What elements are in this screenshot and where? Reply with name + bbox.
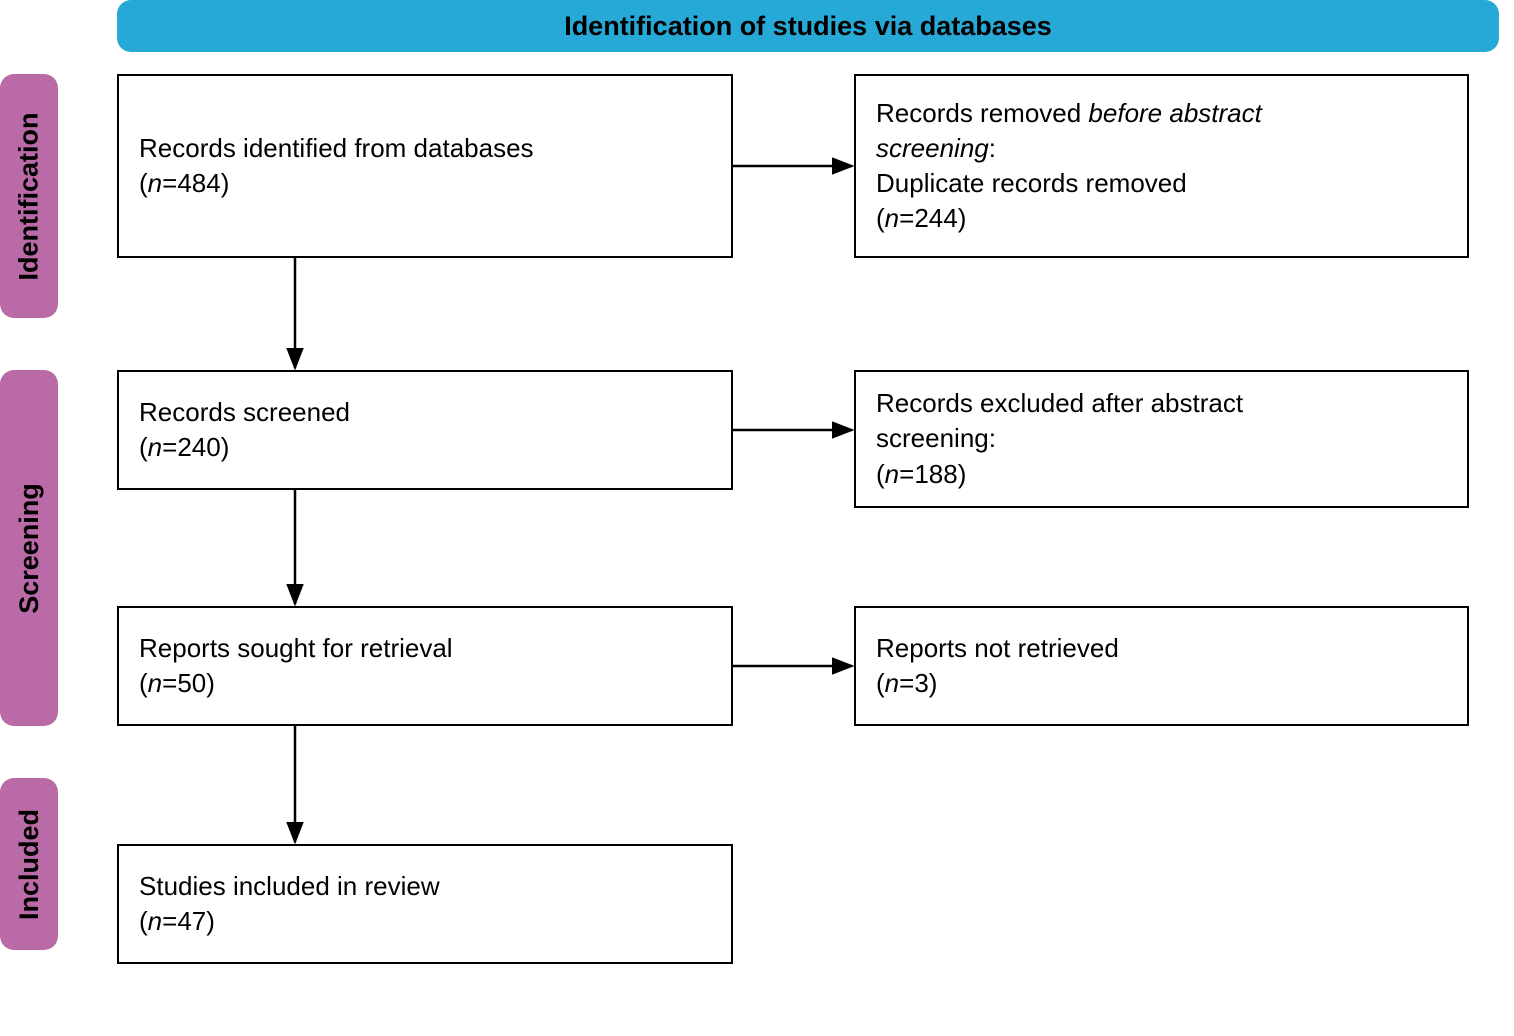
flow-box-records-identified: Records identified from databases(n=484) [117,74,733,258]
box-line: Records excluded after abstract [876,386,1447,421]
box-line: Reports sought for retrieval [139,631,711,666]
header-bar: Identification of studies via databases [117,0,1499,52]
box-text-segment: ( [876,203,885,233]
box-text-segment: n [885,459,899,489]
box-text-segment: before abstract [1088,98,1261,128]
box-line: screening: [876,421,1447,456]
flow-box-studies-included: Studies included in review(n=47) [117,844,733,964]
flow-box-reports-not-retrieved: Reports not retrieved(n=3) [854,606,1469,726]
box-text-segment: n [885,203,899,233]
box-text-segment: : [989,133,996,163]
box-line: (n=484) [139,166,711,201]
box-text-segment: n [148,906,162,936]
box-text-segment: n [148,432,162,462]
box-line: Duplicate records removed [876,166,1447,201]
box-text: Records screened [139,397,350,427]
box-line: Records screened [139,395,711,430]
box-line: Studies included in review [139,869,711,904]
flow-box-reports-sought: Reports sought for retrieval(n=50) [117,606,733,726]
phase-label-text: Included [14,808,45,919]
phase-label-text: Identification [14,112,45,280]
box-line: (n=240) [139,430,711,465]
prisma-flowchart: Identification of studies via databases I… [0,0,1514,1036]
box-text-segment: ( [139,432,148,462]
box-text-segment: =240) [162,432,229,462]
box-text: Records identified from databases [139,133,534,163]
box-text-segment: n [148,668,162,698]
box-text-segment: =3) [899,668,937,698]
box-text-segment: =244) [899,203,966,233]
box-line: (n=244) [876,201,1447,236]
box-text-segment: n [148,168,162,198]
box-text-segment: ( [139,168,148,198]
box-text: screening: [876,423,996,453]
box-text-segment: =188) [899,459,966,489]
phase-label-included: Included [0,778,58,950]
box-text-segment: Records removed [876,98,1088,128]
flow-box-records-screened: Records screened(n=240) [117,370,733,490]
box-line: (n=50) [139,666,711,701]
box-text: Records excluded after abstract [876,388,1243,418]
box-text-segment: =47) [162,906,215,936]
flow-box-records-excluded-after: Records excluded after abstract screening… [854,370,1469,508]
box-text-segment: ( [876,459,885,489]
box-line: screening: [876,131,1447,166]
header-title: Identification of studies via databases [564,11,1052,42]
box-text: Reports not retrieved [876,633,1119,663]
box-line: (n=3) [876,666,1447,701]
box-line: Reports not retrieved [876,631,1447,666]
box-text: Duplicate records removed [876,168,1187,198]
phase-label-screening: Screening [0,370,58,726]
box-text-segment: ( [139,906,148,936]
phase-label-identification: Identification [0,74,58,318]
box-text: Reports sought for retrieval [139,633,453,663]
box-text-segment: n [885,668,899,698]
flow-box-records-removed-before: Records removed before abstractscreening… [854,74,1469,258]
phase-label-text: Screening [14,483,45,614]
box-line: (n=47) [139,904,711,939]
box-text-segment: =484) [162,168,229,198]
box-text-segment: ( [139,668,148,698]
box-line: (n=188) [876,457,1447,492]
box-text-segment: =50) [162,668,215,698]
box-line: Records identified from databases [139,131,711,166]
box-line: Records removed before abstract [876,96,1447,131]
box-text-segment: ( [876,668,885,698]
box-text-segment: screening [876,133,989,163]
box-text: Studies included in review [139,871,440,901]
